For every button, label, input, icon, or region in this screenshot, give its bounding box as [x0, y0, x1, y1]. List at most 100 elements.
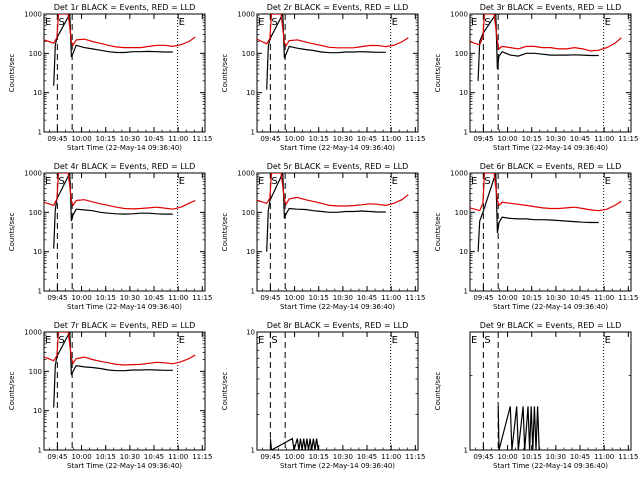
x-tick-label: 09:45 — [47, 294, 67, 302]
x-tick-label: 10:00 — [497, 135, 517, 143]
x-tick-label: 11:00 — [168, 135, 188, 143]
data-group — [257, 173, 409, 252]
x-tick-label: 10:30 — [546, 294, 566, 302]
x-tick-label: 10:30 — [546, 135, 566, 143]
y-tick-label: 10 — [33, 248, 42, 256]
y-axis-label: Counts/sec — [434, 213, 442, 252]
y-axis-label: Counts/sec — [434, 372, 442, 411]
x-tick-label: 11:00 — [381, 135, 401, 143]
event-marker-e: E — [605, 335, 611, 346]
y-tick-label: 1 — [38, 447, 42, 455]
plot-frame — [469, 13, 632, 133]
x-tick-label: 11:15 — [192, 294, 212, 302]
x-tick-label: 10:30 — [333, 453, 353, 461]
chart-panel-3: Det 3r BLACK = Events, RED = LLD 1 10 100 10… — [434, 3, 638, 152]
plot-frame — [469, 172, 632, 292]
event-marker-e: E — [605, 176, 611, 187]
x-axis-label: Start Time (22-May-14 09:36:40) — [67, 303, 182, 311]
data-group — [470, 173, 622, 252]
x-tick-label: 10:45 — [144, 294, 164, 302]
series-events-line — [269, 437, 319, 450]
x-tick-label: 11:00 — [381, 294, 401, 302]
chart-panel-6: Det 6r BLACK = Events, RED = LLD 1 10 100 10… — [434, 162, 638, 311]
series-lld-line — [44, 332, 196, 366]
data-group — [470, 14, 622, 81]
series-events-line — [266, 173, 386, 252]
y-tick-label: 1000 — [450, 11, 468, 19]
event-marker-s: S — [58, 335, 64, 346]
event-marker-e: E — [179, 176, 185, 187]
x-tick-label: 11:15 — [618, 453, 638, 461]
x-axis-label: Start Time (22-May-14 09:36:40) — [493, 144, 608, 152]
y-axis-label: Counts/sec — [221, 372, 229, 411]
x-tick-label: 11:00 — [594, 294, 614, 302]
event-marker-e: E — [179, 17, 185, 28]
y-tick-label: 100 — [29, 209, 42, 217]
chart-panel-1: Det 1r BLACK = Events, RED = LLD 1 10 100 10… — [8, 3, 212, 152]
x-tick-label: 10:00 — [71, 453, 91, 461]
y-axis-label: Counts/sec — [434, 54, 442, 93]
series-events-line — [53, 14, 173, 86]
event-marker-e: E — [179, 335, 185, 346]
y-tick-label: 100 — [29, 368, 42, 376]
chart-title: Det 2r BLACK = Events, RED = LLD — [267, 3, 409, 12]
event-marker-e: E — [605, 17, 611, 28]
chart-title: Det 1r BLACK = Events, RED = LLD — [54, 3, 196, 12]
y-axis-label: Counts/sec — [8, 213, 16, 252]
y-tick-label: 1 — [251, 288, 255, 296]
y-tick-label: 1 — [38, 129, 42, 137]
plot-frame — [256, 172, 419, 292]
x-tick-label: 09:45 — [260, 453, 280, 461]
chart-title: Det 3r BLACK = Events, RED = LLD — [480, 3, 622, 12]
y-tick-label: 1 — [464, 129, 468, 137]
y-tick-label: 1 — [38, 288, 42, 296]
y-tick-label: 100 — [455, 50, 468, 58]
event-marker-e: E — [45, 176, 51, 187]
x-tick-label: 11:15 — [618, 135, 638, 143]
event-marker-e: E — [258, 335, 264, 346]
x-tick-label: 10:15 — [96, 453, 116, 461]
x-tick-label: 10:00 — [284, 453, 304, 461]
x-tick-label: 11:00 — [381, 453, 401, 461]
event-marker-e: E — [45, 335, 51, 346]
x-tick-label: 10:00 — [284, 294, 304, 302]
y-tick-label: 1000 — [450, 170, 468, 178]
chart-panel-4: Det 4r BLACK = Events, RED = LLD 1 10 100 10… — [8, 162, 212, 311]
y-tick-label: 10 — [459, 248, 468, 256]
series-lld-line — [257, 14, 409, 49]
x-tick-label: 09:45 — [47, 453, 67, 461]
plot-frame — [43, 13, 206, 133]
plot-frame — [43, 172, 206, 292]
x-tick-label: 10:30 — [120, 294, 140, 302]
x-tick-label: 10:15 — [522, 135, 542, 143]
y-tick-label: 10 — [459, 89, 468, 97]
event-marker-e: E — [258, 176, 264, 187]
x-tick-label: 11:15 — [192, 453, 212, 461]
data-group — [497, 406, 540, 450]
x-axis-label: Start Time (22-May-14 09:36:40) — [493, 462, 608, 470]
x-tick-label: 10:45 — [357, 453, 377, 461]
y-axis-label: Counts/sec — [8, 54, 16, 93]
chart-panel-5: Det 5r BLACK = Events, RED = LLD 1 10 100 10… — [221, 162, 425, 311]
event-marker-e: E — [471, 335, 477, 346]
x-tick-label: 10:00 — [497, 453, 517, 461]
y-tick-label: 100 — [242, 209, 255, 217]
plot-frame — [43, 331, 206, 451]
series-events-line — [53, 332, 173, 408]
x-tick-label: 10:00 — [71, 294, 91, 302]
x-tick-label: 10:30 — [120, 453, 140, 461]
event-marker-e: E — [392, 17, 398, 28]
y-tick-label: 1 — [251, 129, 255, 137]
x-tick-label: 10:45 — [570, 453, 590, 461]
x-tick-label: 11:15 — [192, 135, 212, 143]
event-marker-e: E — [392, 335, 398, 346]
y-tick-label: 1000 — [237, 11, 255, 19]
x-tick-label: 11:15 — [405, 294, 425, 302]
y-tick-label: 10 — [246, 89, 255, 97]
x-tick-label: 10:45 — [144, 135, 164, 143]
x-axis-label: Start Time (22-May-14 09:36:40) — [67, 144, 182, 152]
x-tick-label: 10:15 — [96, 135, 116, 143]
event-marker-s: S — [484, 17, 490, 28]
x-tick-label: 09:45 — [473, 135, 493, 143]
